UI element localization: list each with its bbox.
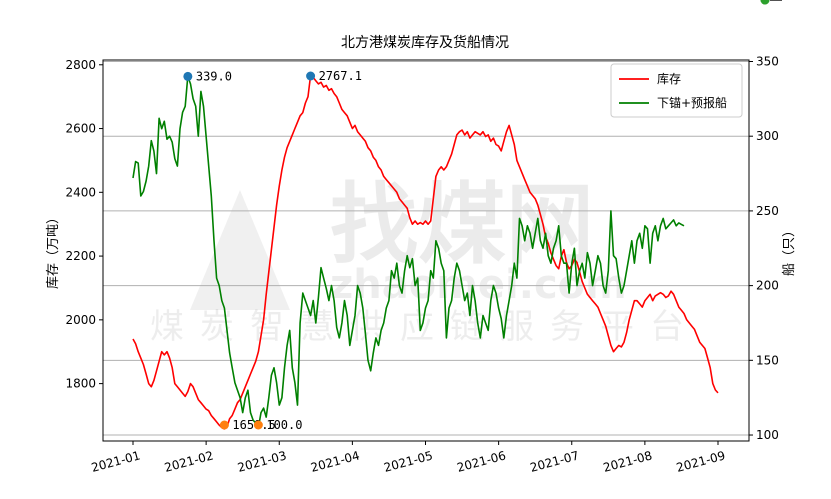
right-tick-label-2: 200 bbox=[756, 279, 779, 293]
x-tick-label-6: 2021-07 bbox=[528, 448, 580, 475]
annotation-marker-3 bbox=[253, 420, 263, 430]
series-line-1 bbox=[132, 75, 685, 429]
x-tick-label-4: 2021-05 bbox=[382, 448, 434, 475]
watermark-domain: zhaomei.com bbox=[330, 262, 627, 308]
annotation-marker-0 bbox=[183, 71, 193, 81]
right-y-axis-label: 船（只） bbox=[782, 224, 797, 276]
left-tick-label-3: 2400 bbox=[65, 185, 96, 199]
watermark-logo-mark bbox=[190, 190, 290, 310]
right-tick-label-5: 350 bbox=[756, 54, 779, 68]
x-tick-label-3: 2021-04 bbox=[309, 448, 361, 475]
legend-label-ships: 下锚+预报船 bbox=[657, 95, 727, 110]
x-tick-label-5: 2021-06 bbox=[455, 448, 507, 475]
annotation-label-5: 1770.9 bbox=[775, 0, 818, 3]
right-y-axis-ticks: 100 150 200 250 300 350 bbox=[749, 54, 779, 442]
x-axis-ticks: 2021-01 2021-02 2021-03 2021-04 2021-05 2021-… bbox=[90, 441, 727, 475]
annotation-label-0: 339.0 bbox=[196, 69, 232, 83]
legend: 库存 下锚+预报船 bbox=[610, 63, 743, 118]
annotation-marker-2 bbox=[219, 420, 229, 430]
annotation-label-1: 2767.1 bbox=[319, 69, 362, 83]
right-axis-gridlines bbox=[103, 60, 749, 436]
x-tick-label-8: 2021-09 bbox=[675, 448, 727, 475]
watermark: 找煤网 zhaomei.com 煤炭智慧供应链服务平台 bbox=[150, 173, 700, 347]
left-tick-label-0: 1800 bbox=[65, 377, 96, 391]
left-tick-label-1: 2000 bbox=[65, 313, 96, 327]
series-line-0 bbox=[132, 74, 719, 430]
x-tick-label-0: 2021-01 bbox=[90, 448, 142, 475]
left-tick-label-2: 2200 bbox=[65, 249, 96, 263]
right-tick-label-0: 100 bbox=[756, 428, 779, 442]
left-y-axis-ticks: 1800 2000 2200 2400 2600 2800 bbox=[65, 58, 103, 391]
left-tick-label-4: 2600 bbox=[65, 122, 96, 136]
series-lines bbox=[132, 74, 719, 430]
left-tick-label-5: 2800 bbox=[65, 58, 96, 72]
legend-label-inventory: 库存 bbox=[657, 71, 681, 86]
x-tick-label-7: 2021-08 bbox=[602, 448, 654, 475]
annotation-label-3: 100.0 bbox=[266, 418, 302, 432]
annotation-label-4: 240.0 bbox=[775, 0, 811, 3]
x-tick-label-1: 2021-02 bbox=[163, 448, 215, 475]
right-tick-label-1: 150 bbox=[756, 353, 779, 367]
watermark-tagline: 煤炭智慧供应链服务平台 bbox=[150, 307, 700, 347]
right-tick-label-3: 250 bbox=[756, 204, 779, 218]
left-y-axis-label: 库存（万吨） bbox=[45, 211, 61, 289]
chart-title: 北方港煤炭库存及货船情况 bbox=[341, 34, 509, 51]
right-tick-label-4: 300 bbox=[756, 129, 779, 143]
annotation-marker-1 bbox=[306, 71, 316, 81]
x-tick-label-2: 2021-03 bbox=[236, 448, 288, 475]
annotation-marker-5 bbox=[760, 0, 770, 5]
